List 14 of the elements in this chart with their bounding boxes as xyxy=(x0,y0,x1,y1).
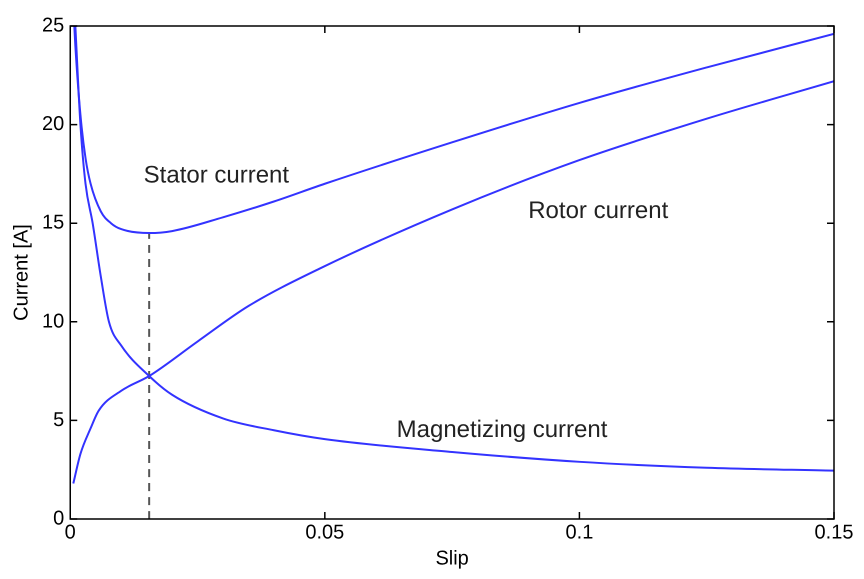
x-axis-title: Slip xyxy=(435,548,469,570)
y-tick-label: 0 xyxy=(53,508,64,530)
x-tick-label: 0.15 xyxy=(814,522,854,544)
series-label: Rotor current xyxy=(528,196,669,224)
x-tick-label: 0.1 xyxy=(566,522,594,544)
y-tick-label: 15 xyxy=(42,212,64,234)
x-tick-label: 0.05 xyxy=(305,522,344,544)
y-tick-label: 25 xyxy=(42,14,64,37)
y-tick-label: 5 xyxy=(53,408,64,431)
y-tick-label: 20 xyxy=(42,113,64,136)
y-tick-label: 10 xyxy=(42,310,64,332)
y-axis-title: Current [A] xyxy=(10,224,33,321)
series-label: Magnetizing current xyxy=(396,416,608,443)
series-label: Stator current xyxy=(144,161,290,188)
